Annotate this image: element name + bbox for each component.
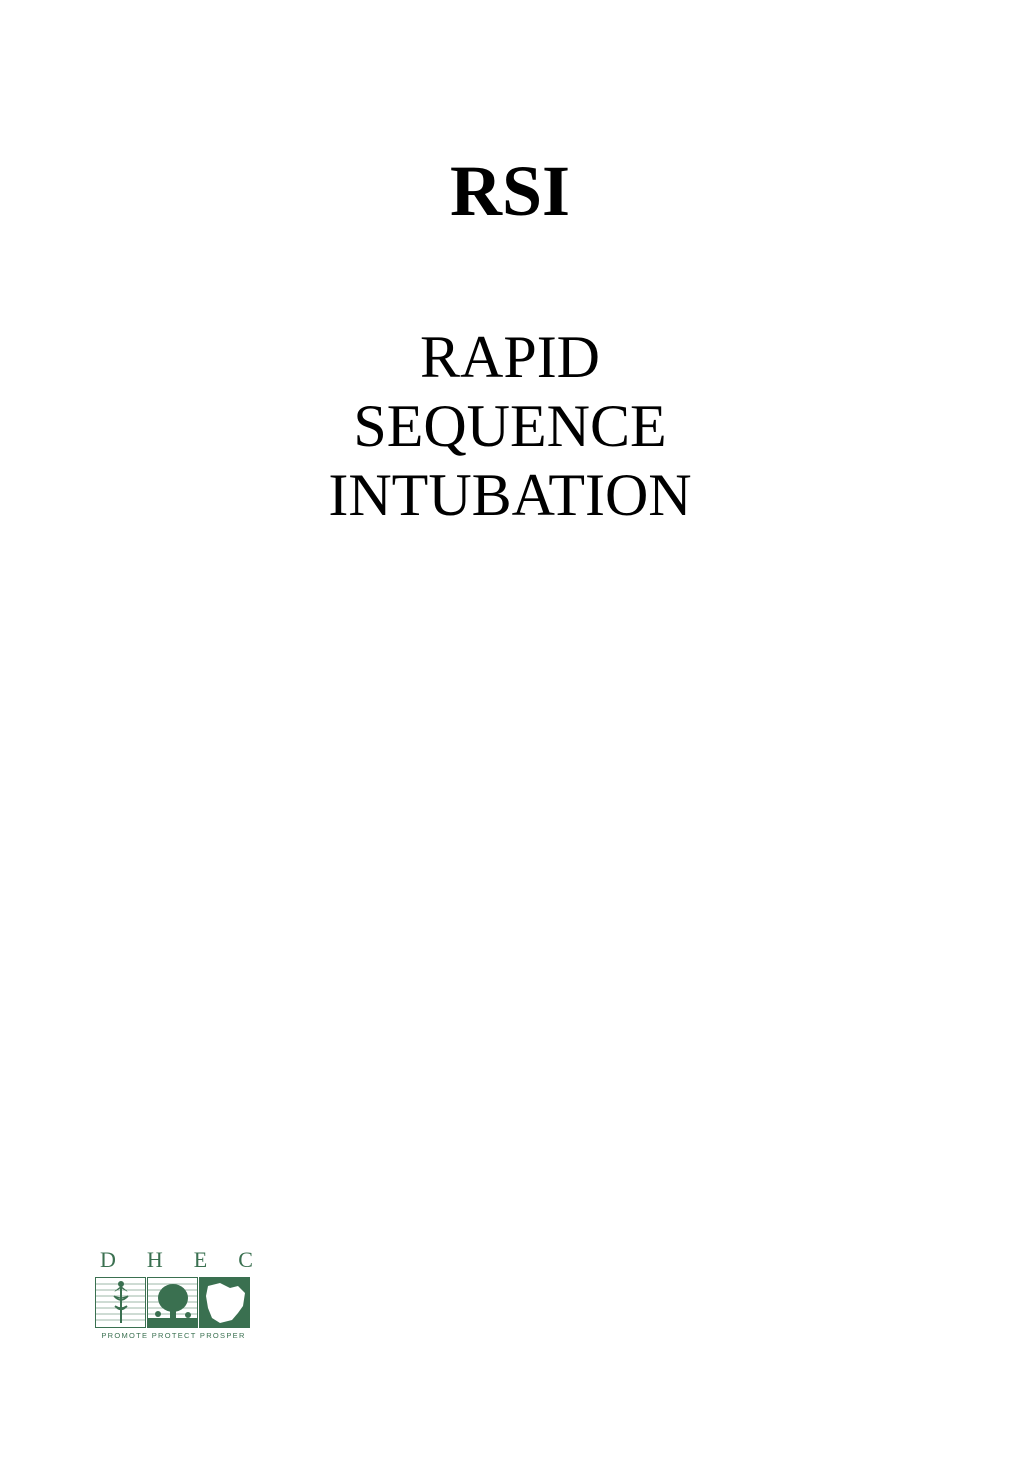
logo-tagline: PROMOTE PROTECT PROSPER (95, 1331, 252, 1340)
subtitle-line-3: INTUBATION (0, 461, 1020, 530)
subtitle-line-1: RAPID (0, 323, 1020, 392)
subtitle-line-2: SEQUENCE (0, 392, 1020, 461)
logo-letter-c: C (238, 1247, 253, 1273)
logo-letter-d: D (100, 1247, 116, 1273)
dhec-logo: D H E C (95, 1247, 253, 1340)
tree-icon (148, 1278, 198, 1328)
subtitle-block: RAPID SEQUENCE INTUBATION (0, 323, 1020, 530)
caduceus-icon (96, 1278, 146, 1328)
logo-boxes (95, 1277, 253, 1328)
logo-box-1 (95, 1277, 146, 1328)
state-icon (200, 1278, 250, 1328)
logo-letter-e: E (194, 1247, 207, 1273)
logo-letters: D H E C (95, 1247, 253, 1273)
logo-letter-h: H (147, 1247, 163, 1273)
logo-box-2 (147, 1277, 198, 1328)
main-title: RSI (0, 150, 1020, 233)
logo-box-3 (199, 1277, 250, 1328)
